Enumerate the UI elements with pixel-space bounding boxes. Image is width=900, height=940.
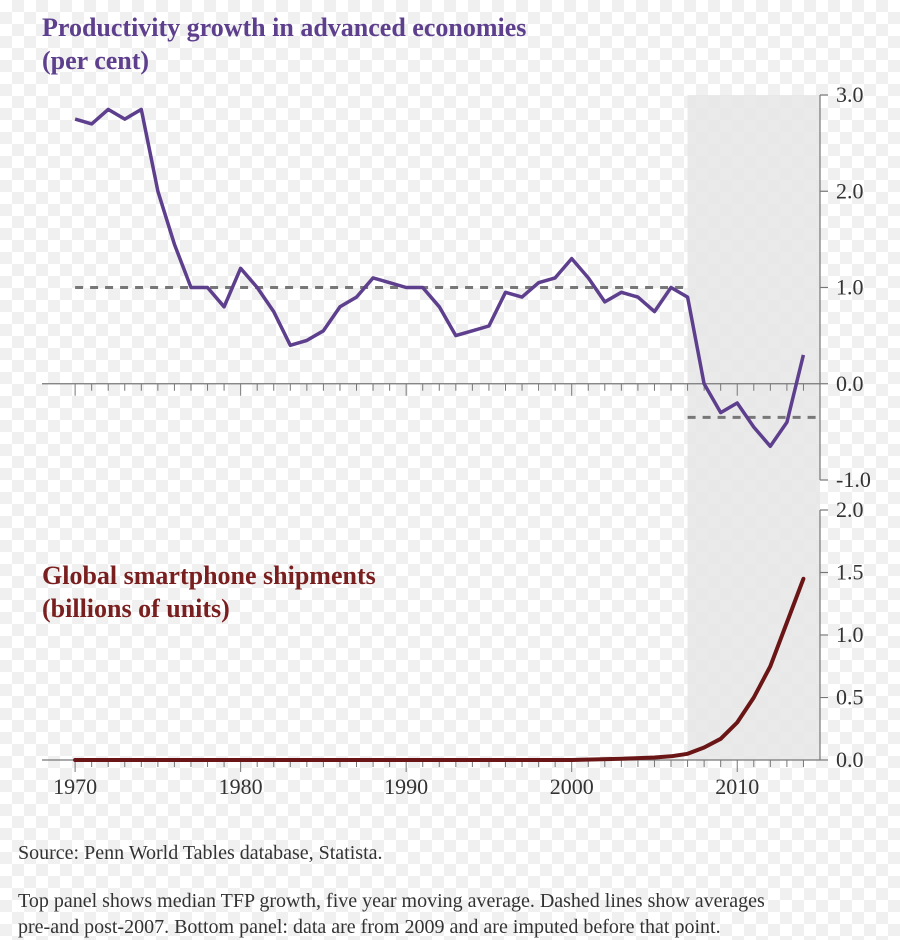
note-line1: Top panel shows median TFP growth, five … <box>18 890 765 912</box>
x-tick-label: 1980 <box>219 774 263 799</box>
source-text: Source: Penn World Tables database, Stat… <box>18 842 383 864</box>
top-ytick-label: 1.0 <box>836 275 864 300</box>
top-ytick-label: -1.0 <box>836 467 871 492</box>
x-tick-labels: 1970 1980 1990 2000 2010 <box>53 774 759 799</box>
x-tick-label: 1970 <box>53 774 97 799</box>
top-panel-title: Productivity growth in advanced economie… <box>42 12 526 77</box>
top-ytick-label: 0.0 <box>836 371 864 396</box>
bottom-title-line2: (billions of units) <box>42 594 230 623</box>
bottom-ytick-label: 0.5 <box>836 685 864 710</box>
methodology-footnote: Top panel shows median TFP growth, five … <box>18 888 765 940</box>
bottom-ytick-label: 0.0 <box>836 747 864 772</box>
bottom-y-tick-labels: 0.0 0.5 1.0 1.5 2.0 <box>836 497 864 772</box>
chart-container: Productivity growth in advanced economie… <box>0 0 900 940</box>
note-line2: pre-and post-2007. Bottom panel: data ar… <box>18 916 721 938</box>
bottom-ytick-label: 1.0 <box>836 622 864 647</box>
x-tick-label: 1990 <box>384 774 428 799</box>
bottom-panel-title: Global smartphone shipments (billions of… <box>42 560 376 625</box>
x-tick-label: 2000 <box>550 774 594 799</box>
source-footnote: Source: Penn World Tables database, Stat… <box>18 842 383 865</box>
bottom-title-line1: Global smartphone shipments <box>42 561 376 590</box>
bottom-ytick-label: 1.5 <box>836 560 864 585</box>
chart-svg: -1.0 0.0 1.0 2.0 3.0 0.0 0.5 1.0 1.5 2.0 1970 198… <box>0 0 900 940</box>
top-ytick-label: 2.0 <box>836 178 864 203</box>
top-ytick-label: 3.0 <box>836 82 864 107</box>
x-tick-label: 2010 <box>715 774 759 799</box>
bottom-ytick-label: 2.0 <box>836 497 864 522</box>
top-title-line2: (per cent) <box>42 46 149 75</box>
top-y-tick-labels: -1.0 0.0 1.0 2.0 3.0 <box>836 82 871 492</box>
top-title-line1: Productivity growth in advanced economie… <box>42 13 526 42</box>
